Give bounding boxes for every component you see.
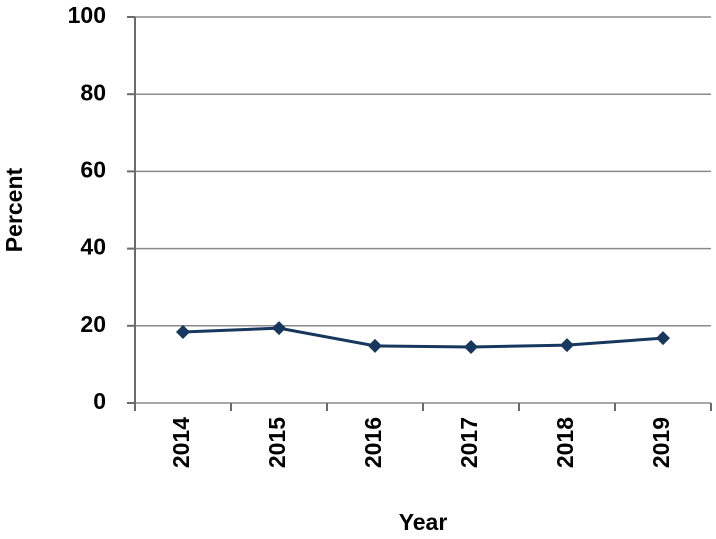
y-axis-title: Percent bbox=[1, 167, 27, 252]
x-tick-label: 2014 bbox=[168, 417, 194, 468]
marker bbox=[656, 331, 670, 346]
x-tick-label: 2016 bbox=[360, 417, 386, 468]
marker bbox=[272, 321, 286, 336]
y-tick-label: 0 bbox=[93, 388, 106, 414]
marker bbox=[368, 338, 382, 353]
y-tick-label: 80 bbox=[80, 79, 106, 105]
y-tick-label: 40 bbox=[80, 234, 106, 260]
y-tick-label: 60 bbox=[80, 156, 106, 182]
y-tick-label: 100 bbox=[68, 2, 106, 28]
x-tick-label: 2019 bbox=[648, 417, 674, 468]
x-axis-title: Year bbox=[399, 509, 448, 535]
marker bbox=[560, 338, 574, 353]
x-tick-label: 2017 bbox=[456, 417, 482, 468]
marker bbox=[464, 340, 478, 355]
line bbox=[182, 326, 664, 349]
marker bbox=[176, 324, 190, 339]
x-tick-label: 2015 bbox=[264, 417, 290, 468]
x-tick-label: 2018 bbox=[552, 417, 578, 468]
y-tick-label: 20 bbox=[80, 311, 106, 337]
